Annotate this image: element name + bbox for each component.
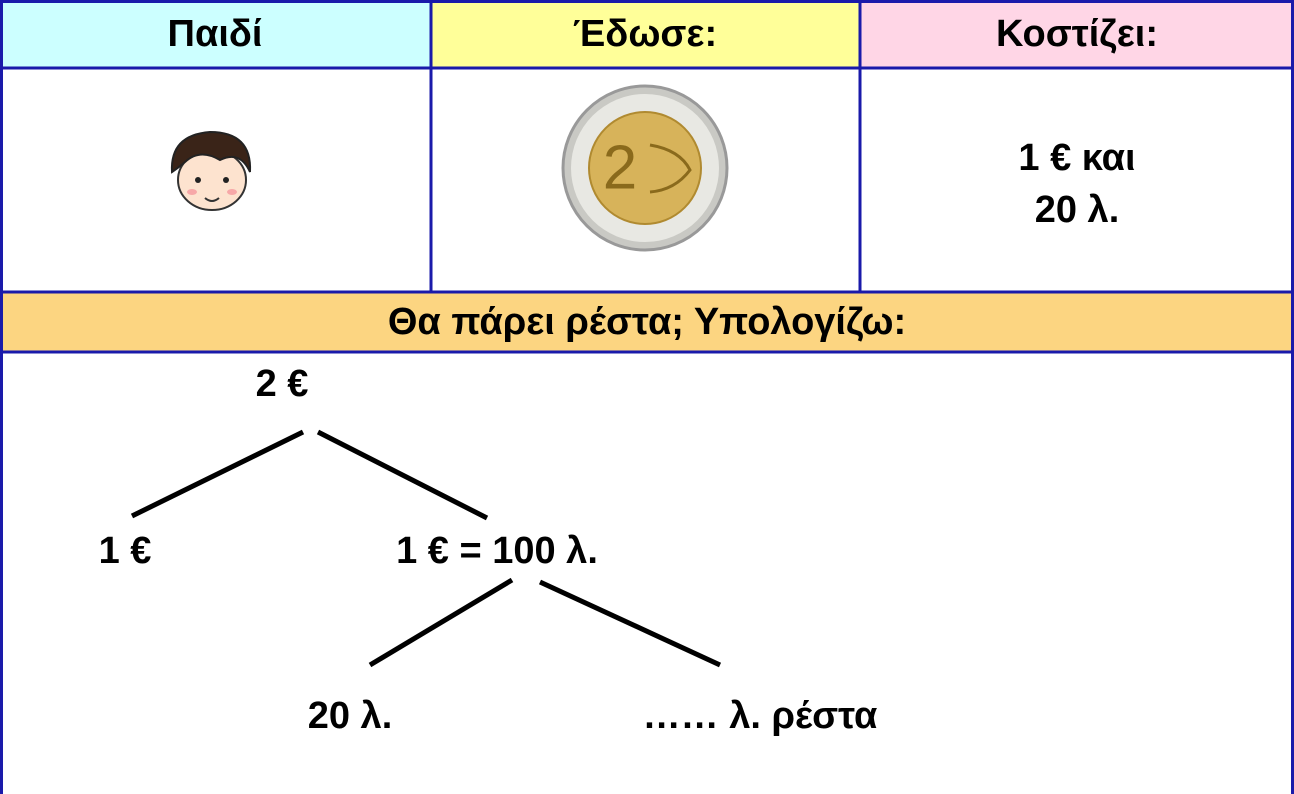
tree-node: 20 λ. <box>308 695 393 737</box>
svg-text:2: 2 <box>603 133 637 202</box>
tree-node: 1 € = 100 λ. <box>396 530 598 572</box>
header-label: Παιδί <box>168 13 263 55</box>
header-cell <box>431 0 860 68</box>
coin-icon: 2 <box>561 84 729 252</box>
tree-node: 2 € <box>256 363 309 405</box>
header-label: Κοστίζει: <box>996 13 1158 55</box>
header-cell <box>860 0 1294 68</box>
section-cell <box>0 292 1294 352</box>
header-label: Έδωσε: <box>573 13 717 55</box>
tree-node: …… λ. ρέστα <box>643 695 878 737</box>
tree-branches <box>130 429 722 668</box>
tree-node: 1 € <box>99 530 152 572</box>
cost-text: 1 € και <box>1018 137 1135 179</box>
cost-text: 20 λ. <box>1035 189 1120 231</box>
header-cell <box>0 0 431 68</box>
child-icon <box>170 130 252 211</box>
section-title: Θα πάρει ρέστα; Υπολογίζω: <box>388 301 906 343</box>
